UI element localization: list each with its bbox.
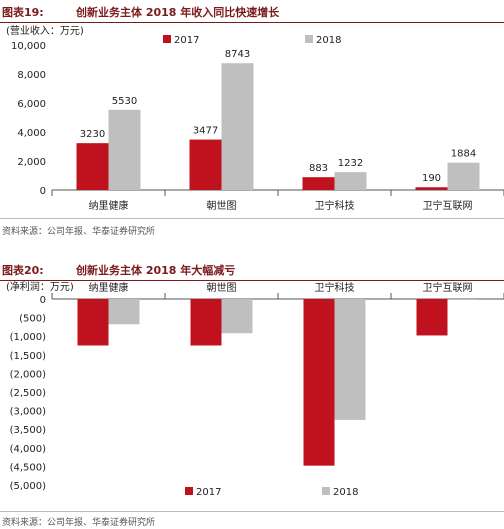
- data-label: 3477: [193, 126, 218, 137]
- figure-19-source: 资料来源：公司年报、华泰证券研究所: [2, 227, 156, 237]
- data-label: 5530: [112, 96, 137, 107]
- y-tick-label: (1,500): [10, 351, 47, 362]
- data-label: 190: [422, 173, 441, 184]
- y-tick-label: 2,000: [17, 157, 46, 168]
- data-label: 3230: [80, 129, 105, 140]
- revenue-bar-chart: (营业收入：万元) 0 2,000 4,000 6,000 8,000 10,000 3230…: [6, 24, 504, 212]
- figure-20-title: 创新业务主体 2018 年大幅减亏: [76, 264, 236, 277]
- legend-swatch-2018: [322, 487, 330, 495]
- category-label: 卫宁互联网: [423, 281, 473, 294]
- y-tick-label: 6,000: [17, 99, 46, 110]
- data-label: 8743: [225, 49, 250, 60]
- bar-2018-0: [108, 109, 141, 190]
- category-label: 卫宁科技: [315, 281, 355, 294]
- bar-2018-1: [221, 299, 253, 334]
- legend-swatch-2017: [163, 35, 171, 43]
- category-label: 卫宁科技: [315, 199, 355, 212]
- bar-2017-1: [189, 139, 222, 190]
- legend-swatch-2017: [185, 487, 193, 495]
- bar-2017-0: [76, 143, 109, 190]
- bar-2018-1: [221, 63, 254, 190]
- y-tick-label: (4,000): [10, 444, 47, 455]
- legend-label-2017: 2017: [196, 487, 221, 498]
- figure-20-source: 资料来源：公司年报、华泰证券研究所: [2, 518, 156, 528]
- bar-2017-3: [416, 299, 448, 336]
- y-tick-label: (3,500): [10, 425, 47, 436]
- category-label: 卫宁互联网: [423, 199, 473, 212]
- y-tick-label: 0: [40, 186, 46, 197]
- y-tick-label: (4,500): [10, 462, 47, 473]
- legend-swatch-2018: [305, 35, 313, 43]
- bar-2018-0: [108, 299, 140, 325]
- data-label: 1232: [338, 158, 363, 169]
- bar-2017-0: [77, 299, 109, 346]
- legend-label-2018: 2018: [316, 35, 341, 46]
- bar-2017-1: [190, 299, 222, 346]
- y-tick-label: (5,000): [10, 481, 47, 492]
- figure-20-divider: [0, 511, 504, 512]
- y-tick-label: (2,500): [10, 388, 47, 399]
- y-axis-label: (营业收入：万元): [6, 24, 84, 37]
- y-tick-label: 0: [40, 295, 46, 306]
- figure-19-number: 图表19:: [2, 6, 44, 19]
- legend-label-2018: 2018: [333, 487, 358, 498]
- figure-19-title: 创新业务主体 2018 年收入同比快速增长: [76, 6, 280, 19]
- bar-2017-2: [303, 299, 335, 466]
- category-label: 朝世图: [207, 282, 237, 294]
- category-label: 朝世图: [207, 200, 237, 212]
- figure-20-number: 图表20:: [2, 264, 44, 277]
- y-axis-label: (净利润：万元): [6, 280, 74, 293]
- y-tick-label: 10,000: [11, 41, 46, 52]
- bar-2017-2: [302, 177, 335, 190]
- y-tick-label: (1,000): [10, 332, 47, 343]
- bar-2018-3: [447, 162, 480, 190]
- data-label: 1884: [451, 149, 476, 160]
- category-label: 纳里健康: [89, 281, 129, 294]
- net-profit-bar-chart: (净利润：万元) 0 (500) (1,000) (1,500) (2,000) (2,50…: [6, 280, 504, 498]
- legend-label-2017: 2017: [174, 35, 199, 46]
- bar-2018-2: [334, 299, 366, 420]
- bar-2017-3: [415, 187, 448, 190]
- figure-19-header: 图表19: 创新业务主体 2018 年收入同比快速增长: [0, 0, 504, 23]
- y-tick-label: (3,000): [10, 407, 47, 418]
- category-label: 纳里健康: [89, 199, 129, 212]
- figure-20-header: 图表20: 创新业务主体 2018 年大幅减亏: [0, 258, 504, 281]
- data-label: 883: [309, 163, 328, 174]
- figure-19-divider: [0, 218, 504, 219]
- y-tick-label: 8,000: [17, 70, 46, 81]
- y-tick-label: (500): [19, 314, 46, 325]
- bar-2018-2: [334, 172, 367, 190]
- y-tick-label: (2,000): [10, 369, 47, 380]
- y-tick-label: 4,000: [17, 128, 46, 139]
